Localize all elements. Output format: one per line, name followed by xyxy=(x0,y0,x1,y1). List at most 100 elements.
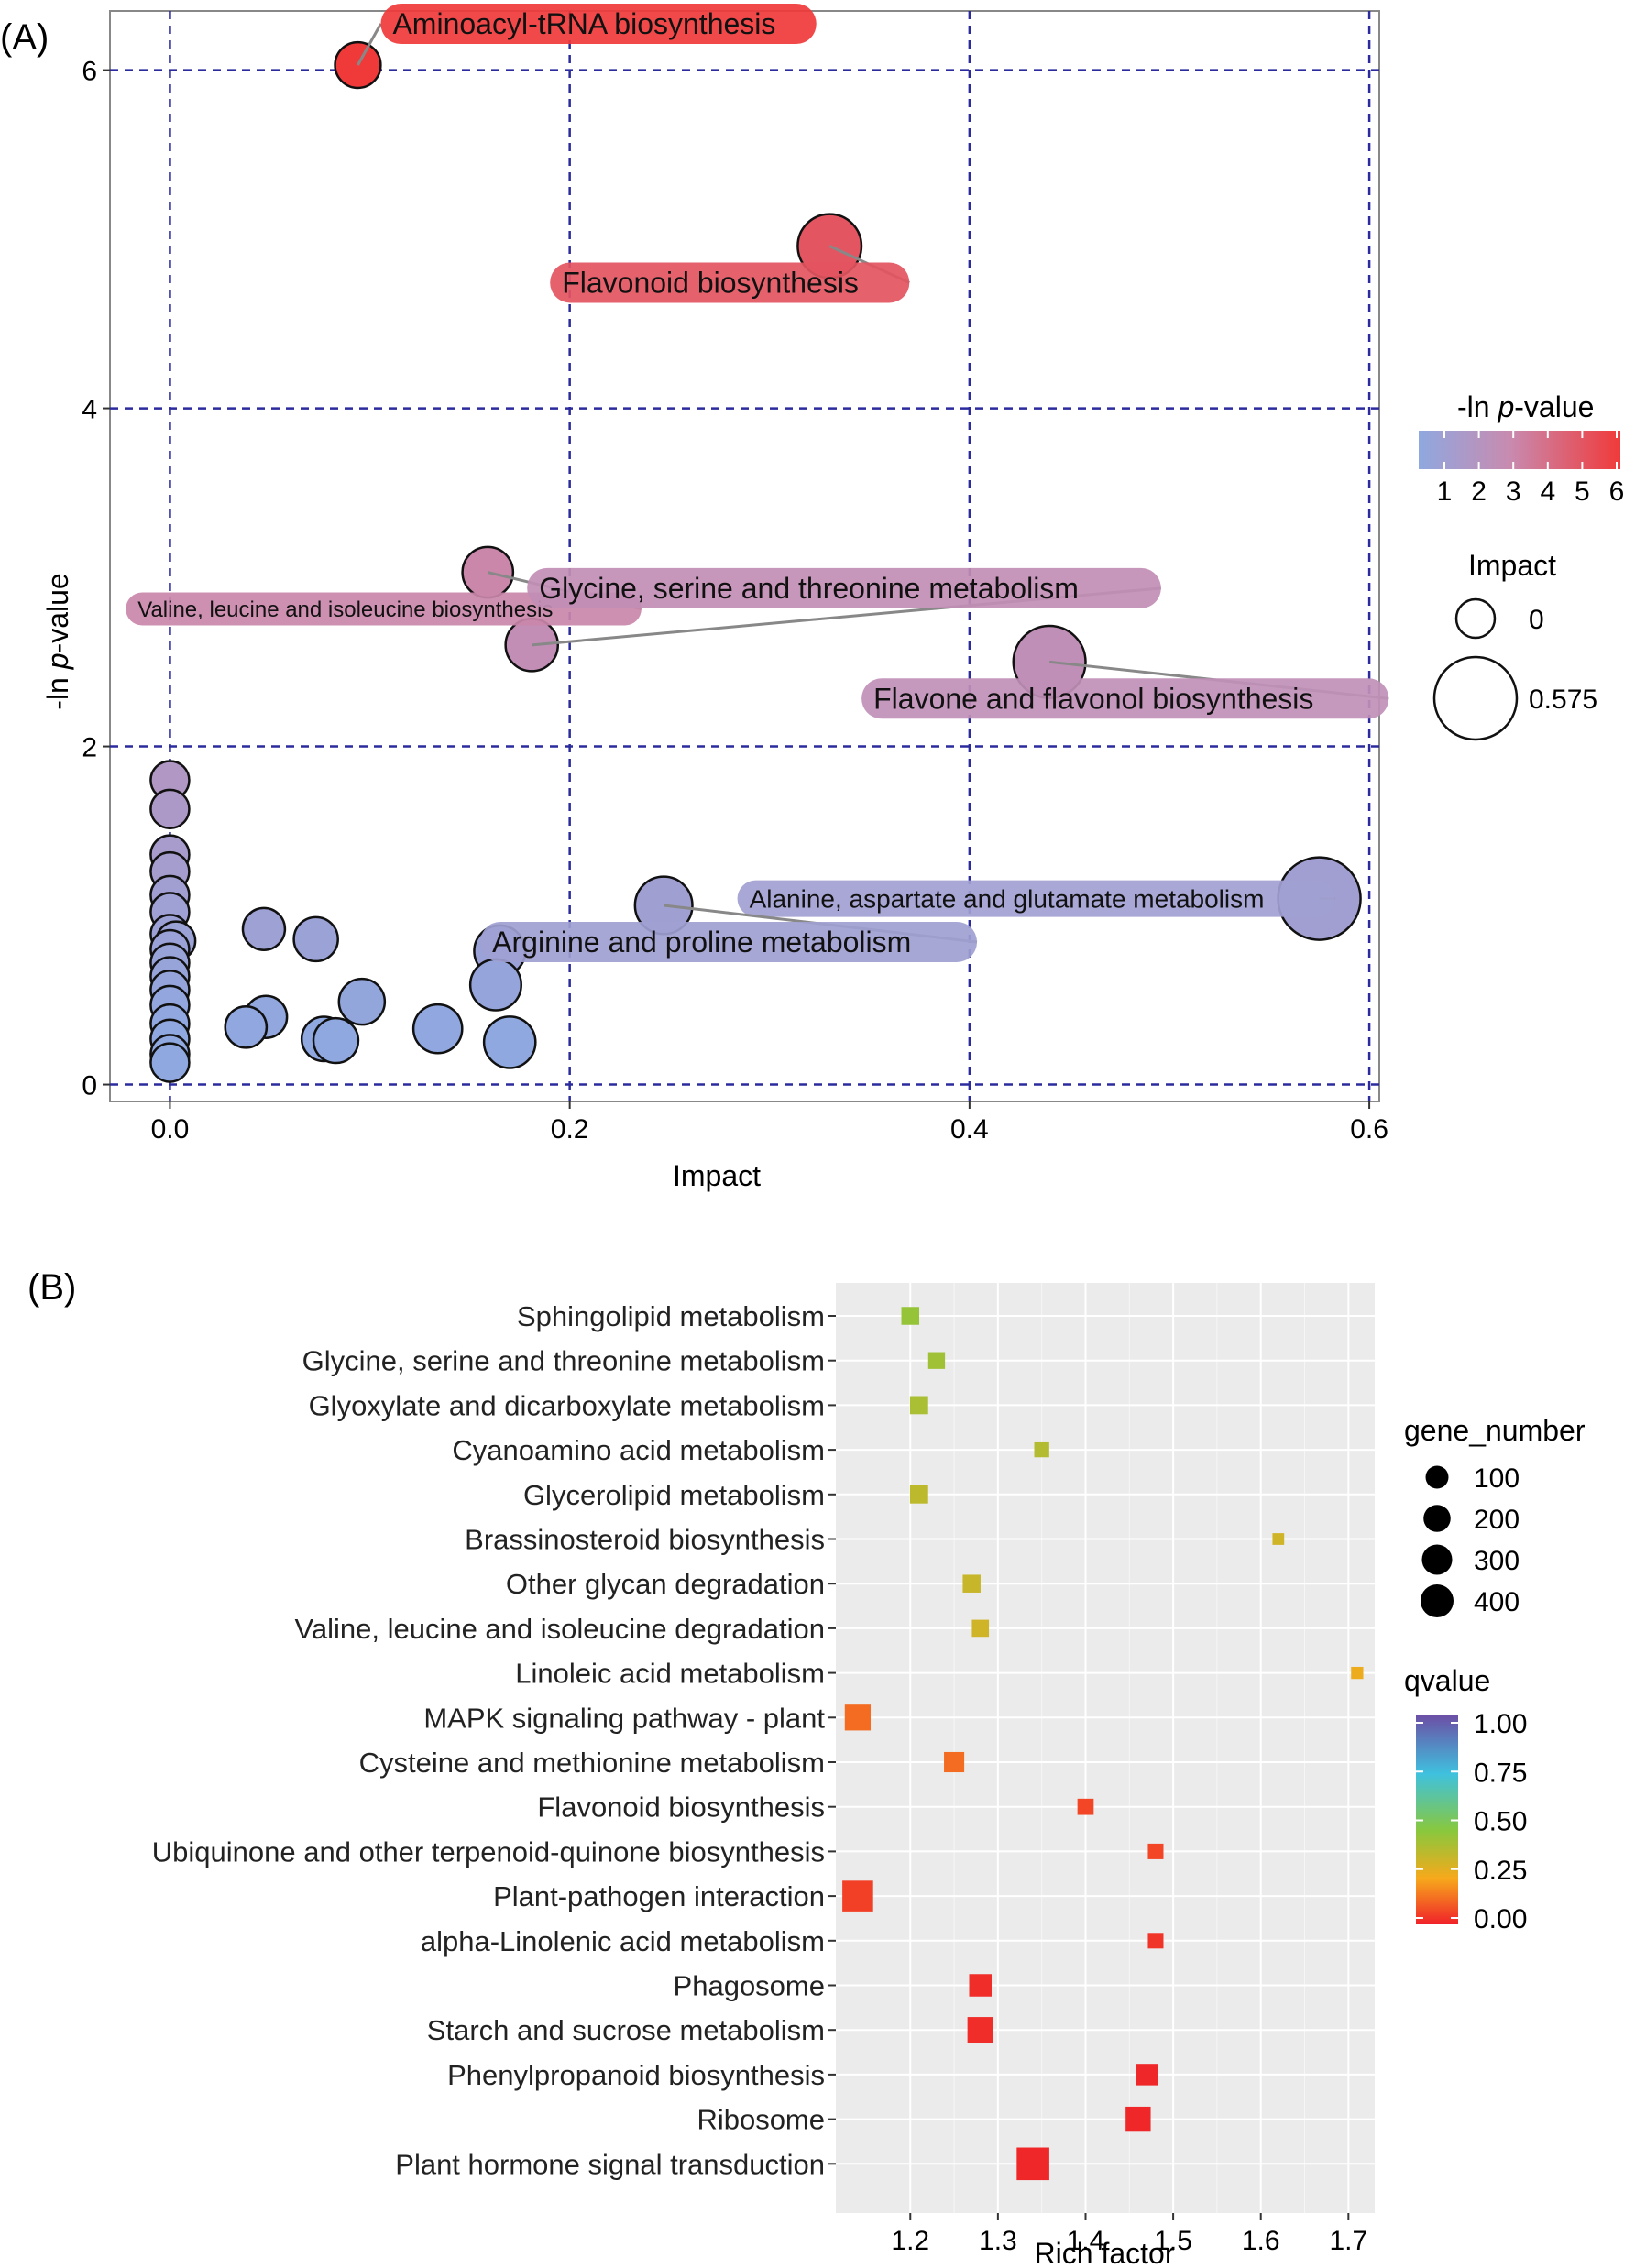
legend-tick-label: 5 xyxy=(1575,477,1590,507)
y-tick-label: 2 xyxy=(82,733,97,763)
category-label: Valine, leucine and isoleucine degradati… xyxy=(294,1613,825,1645)
label-box xyxy=(861,678,1389,719)
category-label: Phenylpropanoid biosynthesis xyxy=(447,2059,825,2091)
data-point xyxy=(944,1751,965,1773)
panel-b-size-legend-title: gene_number xyxy=(1404,1414,1586,1447)
label-box xyxy=(126,592,642,626)
data-point xyxy=(842,1880,873,1912)
y-tick-label: 0 xyxy=(82,1071,97,1101)
data-point xyxy=(909,1485,928,1504)
size-legend-label: 100 xyxy=(1474,1463,1520,1494)
size-legend-dot xyxy=(1421,1544,1453,1575)
point-label: Arginine and proline metabolism xyxy=(492,926,911,959)
label-box xyxy=(380,4,817,45)
point-label: Glycine, serine and threonine metabolism xyxy=(539,572,1079,605)
label-box xyxy=(737,880,1335,917)
legend-tick-label: 0.75 xyxy=(1474,1758,1527,1788)
data-point xyxy=(1136,2064,1158,2086)
category-label: alpha-Linolenic acid metabolism xyxy=(421,1925,825,1957)
panel-a-y-axis-label: -ln p-value xyxy=(41,573,74,709)
data-point xyxy=(901,1307,920,1325)
x-tick-label: 1.3 xyxy=(979,2226,1017,2256)
panel-b-category-labels: Sphingolipid metabolism Glycine, serine a… xyxy=(152,1300,836,2180)
data-point xyxy=(1125,2106,1151,2132)
data-point xyxy=(149,1042,191,1083)
data-point xyxy=(504,618,560,673)
panel-a-label: (A) xyxy=(0,17,49,58)
data-point xyxy=(1272,1533,1285,1545)
size-legend-label: 0 xyxy=(1529,605,1544,635)
category-label: Cyanoamino acid metabolism xyxy=(452,1434,825,1466)
x-tick-label: 1.2 xyxy=(891,2226,929,2256)
size-legend-circle xyxy=(1454,597,1497,640)
x-tick-label: 0.6 xyxy=(1350,1114,1388,1145)
legend-tick-label: 0.25 xyxy=(1474,1856,1527,1886)
panel-a-color-legend-bar xyxy=(1419,431,1620,469)
panel-b-color-legend-ticks: 1.00 0.75 0.50 0.25 0.00 xyxy=(1416,1709,1527,1934)
point-label: Flavonoid biosynthesis xyxy=(562,267,859,300)
panel-b-plot-area xyxy=(836,1283,1375,2213)
legend-tick-label: 0.50 xyxy=(1474,1807,1527,1837)
category-label: Linoleic acid metabolism xyxy=(515,1658,825,1690)
panel-a-color-legend-title: -ln p-value xyxy=(1457,390,1594,423)
panel-b-size-legend: 100 200 300 400 xyxy=(1421,1463,1520,1617)
category-label: Ubiquinone and other terpenoid-quinone b… xyxy=(152,1835,825,1868)
data-point xyxy=(909,1396,928,1415)
legend-tick-label: 3 xyxy=(1506,477,1521,507)
x-tick-label: 0.4 xyxy=(950,1114,989,1145)
data-point xyxy=(967,2017,993,2043)
x-tick-label: 0.2 xyxy=(551,1114,589,1145)
label-box xyxy=(527,567,1161,608)
category-label: Phagosome xyxy=(674,1970,825,2002)
data-point xyxy=(1016,2147,1049,2181)
size-legend-label: 200 xyxy=(1474,1505,1520,1535)
data-point xyxy=(1077,1798,1094,1815)
data-point xyxy=(468,958,523,1012)
point-label: Alanine, aspartate and glutamate metabol… xyxy=(750,884,1265,913)
panel-a-points xyxy=(149,40,1362,1083)
x-tick-label: 1.5 xyxy=(1154,2226,1192,2256)
size-legend-label: 300 xyxy=(1474,1546,1520,1576)
category-label: Glycerolipid metabolism xyxy=(523,1479,825,1511)
category-label: Sphingolipid metabolism xyxy=(517,1300,825,1332)
panel-a-point-labels: Aminoacyl-tRNA biosynthesis Flavonoid bio… xyxy=(126,4,1389,962)
label-leader-line xyxy=(357,23,382,66)
panel-b-x-ticks: 1.2 1.3 1.4 1.5 1.6 1.7 xyxy=(891,2213,1367,2256)
y-tick-label: 6 xyxy=(82,57,97,87)
data-point xyxy=(482,1015,537,1069)
point-label: Valine, leucine and isoleucine biosynthe… xyxy=(137,597,553,622)
data-point xyxy=(1034,1441,1049,1458)
category-label: Plant hormone signal transduction xyxy=(395,2148,825,2180)
panel-a-grid xyxy=(110,11,1379,1101)
x-tick-label: 0.0 xyxy=(151,1114,190,1145)
panel-a-y-ticks: 0 2 4 6 xyxy=(82,57,110,1101)
data-point xyxy=(927,1352,946,1369)
category-label: MAPK signaling pathway - plant xyxy=(423,1702,825,1734)
x-tick-label: 1.7 xyxy=(1329,2226,1367,2256)
data-point xyxy=(337,977,387,1026)
legend-tick-label: 1.00 xyxy=(1474,1709,1527,1739)
data-point xyxy=(149,788,191,830)
data-point xyxy=(844,1704,872,1731)
panel-b-x-axis-label: Rich factor xyxy=(1035,2237,1175,2268)
label-box xyxy=(550,262,910,303)
data-point xyxy=(1147,1843,1164,1859)
size-legend-dot xyxy=(1421,1584,1454,1617)
point-label: Aminoacyl-tRNA biosynthesis xyxy=(392,7,775,40)
panel-b-label: (B) xyxy=(27,1267,76,1308)
size-legend-dot xyxy=(1423,1505,1451,1532)
x-tick-label: 1.4 xyxy=(1067,2226,1105,2256)
category-label: Glycine, serine and threonine metabolism xyxy=(302,1345,825,1377)
panel-a-x-ticks: 0.0 0.2 0.4 0.6 xyxy=(151,1101,1388,1145)
category-label: Brassinosteroid biosynthesis xyxy=(465,1524,825,1556)
data-point xyxy=(969,1974,993,1997)
category-label: Plant-pathogen interaction xyxy=(493,1880,825,1912)
data-point xyxy=(411,1003,464,1055)
data-point xyxy=(334,40,382,90)
data-point xyxy=(292,915,339,963)
legend-tick-label: 6 xyxy=(1609,477,1625,507)
x-tick-label: 1.6 xyxy=(1242,2226,1280,2256)
category-label: Glyoxylate and dicarboxylate metabolism xyxy=(309,1389,825,1421)
panel-a-x-axis-label: Impact xyxy=(673,1159,761,1192)
